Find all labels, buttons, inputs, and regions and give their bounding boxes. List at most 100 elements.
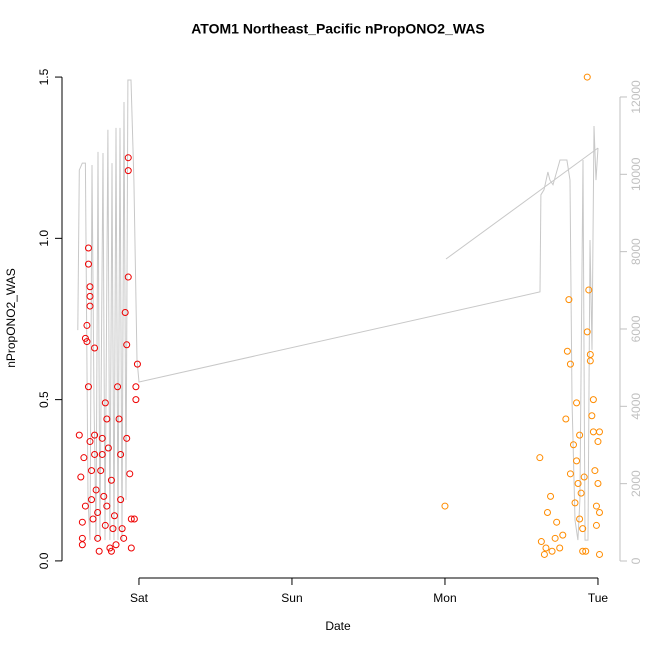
point [98,434,106,442]
point [83,338,91,346]
point [579,525,587,533]
y2-tick-label: 6000 [629,315,643,342]
point [537,538,545,546]
point [97,467,105,475]
point [553,518,561,526]
point [101,521,109,529]
point [104,444,112,452]
point [595,550,603,558]
point [78,518,86,526]
y2-tick-label: 4000 [629,393,643,420]
point [91,431,99,439]
point [548,547,556,555]
point [91,450,99,458]
point [595,428,603,436]
point [115,415,123,423]
y-tick-label: 0.0 [37,552,51,569]
point [78,541,86,549]
point [542,544,550,552]
x-tick-label: Tue [588,591,609,605]
point [89,515,97,523]
point [114,383,122,391]
y2-tick-label: 8000 [629,238,643,265]
point [585,286,593,294]
point [582,547,590,555]
point [124,167,132,175]
point [540,550,548,558]
point [571,499,579,507]
point [86,302,94,310]
point [91,344,99,352]
y2-tick-label: 10000 [629,157,643,191]
point [117,450,125,458]
point [118,525,126,533]
point [92,486,100,494]
point [589,396,597,404]
point [84,244,92,252]
point [121,309,129,317]
point [574,479,582,487]
point [78,534,86,542]
point [591,467,599,475]
point [576,515,584,523]
point [100,492,108,500]
point [592,502,600,510]
point [75,431,83,439]
point [123,434,131,442]
point [566,470,574,478]
point [556,544,564,552]
point [110,512,118,520]
point [127,544,135,552]
point [576,431,584,439]
point [573,457,581,465]
y2-tick-label: 2000 [629,470,643,497]
point [86,283,94,291]
x-tick-label: Sat [130,591,149,605]
point [543,509,551,517]
point [579,547,587,555]
point [80,454,88,462]
point [573,399,581,407]
point [569,441,577,449]
point [86,438,94,446]
point [77,473,85,481]
point [95,547,103,555]
point [132,383,140,391]
point [580,473,588,481]
point [562,415,570,423]
point [588,412,596,420]
point [565,296,573,304]
point [441,502,449,510]
point [547,492,555,500]
point [88,467,96,475]
point [106,544,114,552]
y2-tick-label: 0 [629,557,643,564]
point [84,260,92,268]
point [112,541,120,549]
point [107,547,115,555]
point [586,350,594,358]
point [83,321,91,329]
y-tick-label: 0.5 [37,391,51,408]
point [551,534,559,542]
y2-tick-label: 12000 [629,80,643,114]
point [563,347,571,355]
point [94,534,102,542]
point [130,515,138,523]
point [86,292,94,300]
y-tick-label: 1.5 [37,68,51,85]
point [577,489,585,497]
point [583,328,591,336]
point [592,521,600,529]
point [103,415,111,423]
altitude-line [77,79,599,541]
point [120,534,128,542]
point [586,357,594,365]
point [133,360,141,368]
point [123,341,131,349]
y-axis-label: nPropONO2_WAS [4,268,18,368]
chart-title: ATOM1 Northeast_Pacific nPropONO2_WAS [191,21,485,37]
x-tick-label: Mon [433,591,456,605]
point [98,450,106,458]
